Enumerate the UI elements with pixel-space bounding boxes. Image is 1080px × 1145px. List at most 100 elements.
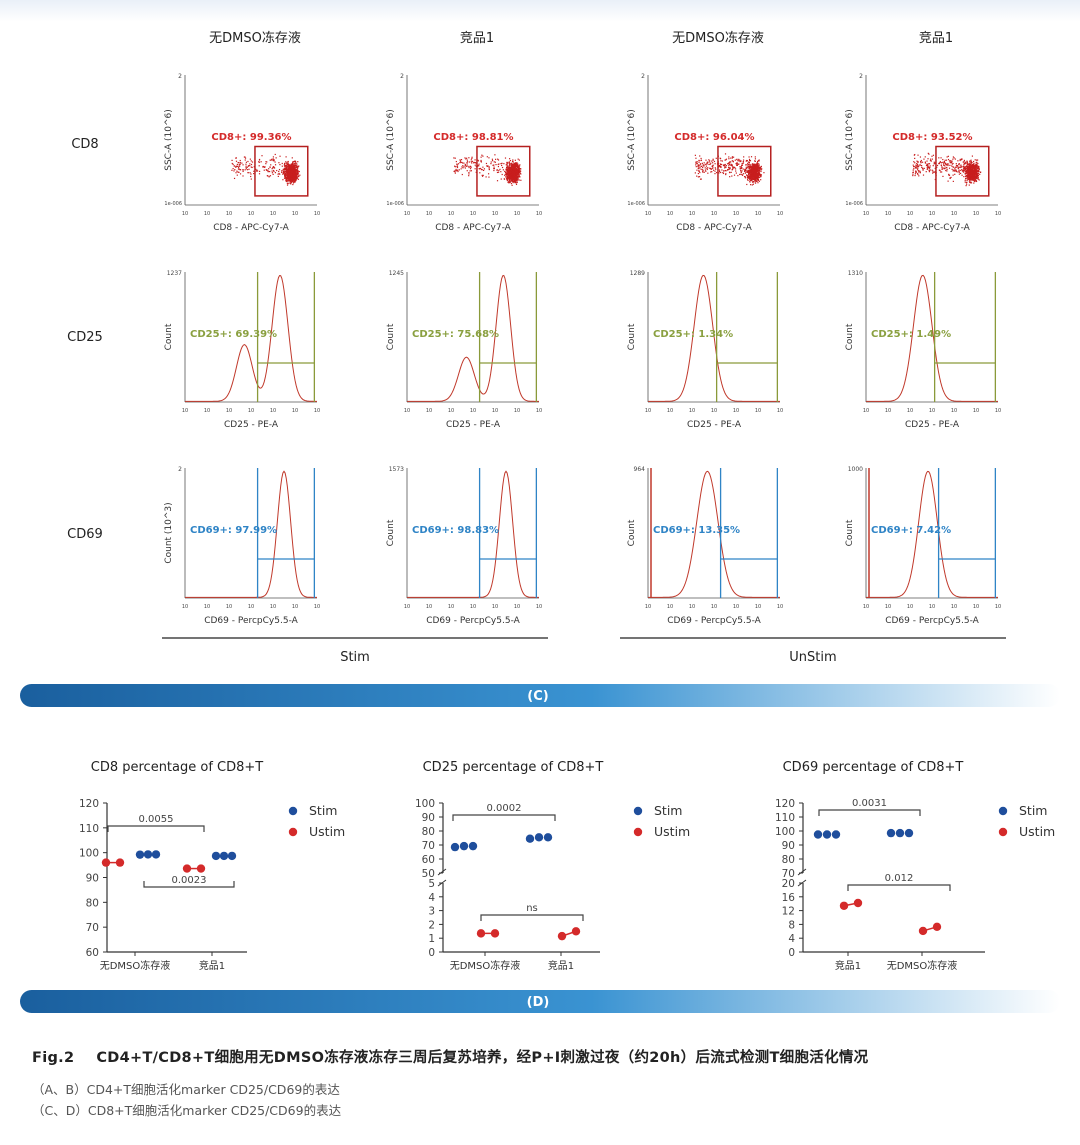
event-dot <box>277 175 279 178</box>
event-dot <box>941 168 944 170</box>
event-dot <box>292 183 294 186</box>
event-dot <box>952 180 954 182</box>
x-tick-label: 10 <box>777 408 783 414</box>
event-dot <box>755 169 757 171</box>
x-tick-label: 竞品1 <box>835 959 861 972</box>
event-dot <box>263 169 265 171</box>
event-dot <box>746 159 748 162</box>
x-tick-label: 10 <box>711 408 717 414</box>
banner-d-bar <box>20 990 1060 1013</box>
event-dot <box>698 165 700 167</box>
event-dot <box>965 162 967 164</box>
event-dot <box>480 156 482 158</box>
y-tick-label: 0 <box>428 947 435 959</box>
event-dot <box>720 166 722 169</box>
event-dot <box>295 169 298 171</box>
event-dot <box>966 167 969 169</box>
ustim-point <box>476 929 486 938</box>
event-dot <box>728 168 730 170</box>
event-dot <box>284 176 286 178</box>
y-axis-label: SSC-A (10^6) <box>627 109 637 171</box>
event-dot <box>266 161 268 163</box>
x-tick-label: 无DMSO冻存液 <box>450 959 521 972</box>
event-dot <box>966 171 968 173</box>
event-dot <box>918 165 920 167</box>
event-dot <box>749 176 751 178</box>
event-dot <box>974 170 976 172</box>
event-dot <box>952 156 954 158</box>
event-dot <box>955 169 957 171</box>
event-dot <box>756 172 758 174</box>
event-dot <box>739 160 741 163</box>
event-dot <box>977 162 979 165</box>
event-dot <box>966 179 968 182</box>
event-dot <box>296 168 298 170</box>
x-axis-label: CD8 - APC-Cy7-A <box>435 223 511 233</box>
y-tick-label: 110 <box>775 812 795 824</box>
y-tick-label: 60 <box>86 947 99 959</box>
event-dot <box>705 163 707 165</box>
legend-marker-stim <box>633 806 643 816</box>
event-dot <box>963 176 965 178</box>
event-dot <box>973 177 975 179</box>
event-dot <box>971 155 974 157</box>
x-tick-label: 10 <box>182 408 188 414</box>
x-tick-label: 10 <box>448 408 454 414</box>
x-tick-label: 10 <box>755 408 761 414</box>
event-dot <box>752 175 754 177</box>
event-dot <box>964 169 966 171</box>
event-dot <box>740 171 742 174</box>
event-dot <box>952 169 954 171</box>
event-dot <box>736 163 738 165</box>
event-dot <box>969 177 971 180</box>
event-dot <box>940 162 943 164</box>
event-dot <box>921 166 923 169</box>
event-dot <box>939 161 941 164</box>
event-dot <box>729 161 731 163</box>
event-dot <box>755 177 757 179</box>
event-dot <box>968 167 970 169</box>
caption-line-ab: （A、B）CD4+T细胞活化marker CD25/CD69的表达 <box>32 1082 340 1097</box>
event-dot <box>733 166 735 168</box>
event-dot <box>975 165 978 167</box>
event-dot <box>455 160 457 163</box>
y-min-tick: 1e-006 <box>164 201 182 207</box>
event-dot <box>249 165 251 167</box>
x-tick-label: 10 <box>514 604 520 610</box>
event-dot <box>284 174 287 176</box>
event-dot <box>747 165 749 168</box>
event-dot <box>740 160 742 162</box>
event-dot <box>970 181 972 183</box>
event-dot <box>750 176 752 178</box>
event-dot <box>287 164 289 166</box>
event-dot <box>948 167 951 169</box>
event-dot <box>728 156 730 158</box>
event-dot <box>699 163 702 165</box>
event-dot <box>287 177 289 179</box>
event-dot <box>288 169 290 171</box>
event-dot <box>711 167 713 170</box>
event-dot <box>758 160 760 162</box>
event-dot <box>285 165 287 167</box>
event-dot <box>968 173 970 175</box>
x-tick-label: 10 <box>426 408 432 414</box>
event-dot <box>296 172 299 175</box>
y-max-tick: 1237 <box>167 270 182 277</box>
histogram-curve <box>407 470 539 598</box>
event-dot <box>288 166 290 168</box>
x-tick-label: 10 <box>951 211 957 217</box>
event-dot <box>972 169 974 171</box>
y-tick-label: 70 <box>86 922 99 934</box>
event-dot <box>922 169 924 171</box>
event-dot <box>506 174 508 176</box>
event-dot <box>753 181 755 183</box>
event-dot <box>960 166 962 168</box>
event-dot <box>754 177 756 179</box>
x-tick-label: 10 <box>951 604 957 610</box>
event-dot <box>290 179 292 181</box>
event-dot <box>750 166 752 168</box>
event-dot <box>294 164 296 166</box>
event-dot <box>507 171 509 173</box>
event-dot <box>921 161 924 163</box>
event-dot <box>759 167 761 169</box>
